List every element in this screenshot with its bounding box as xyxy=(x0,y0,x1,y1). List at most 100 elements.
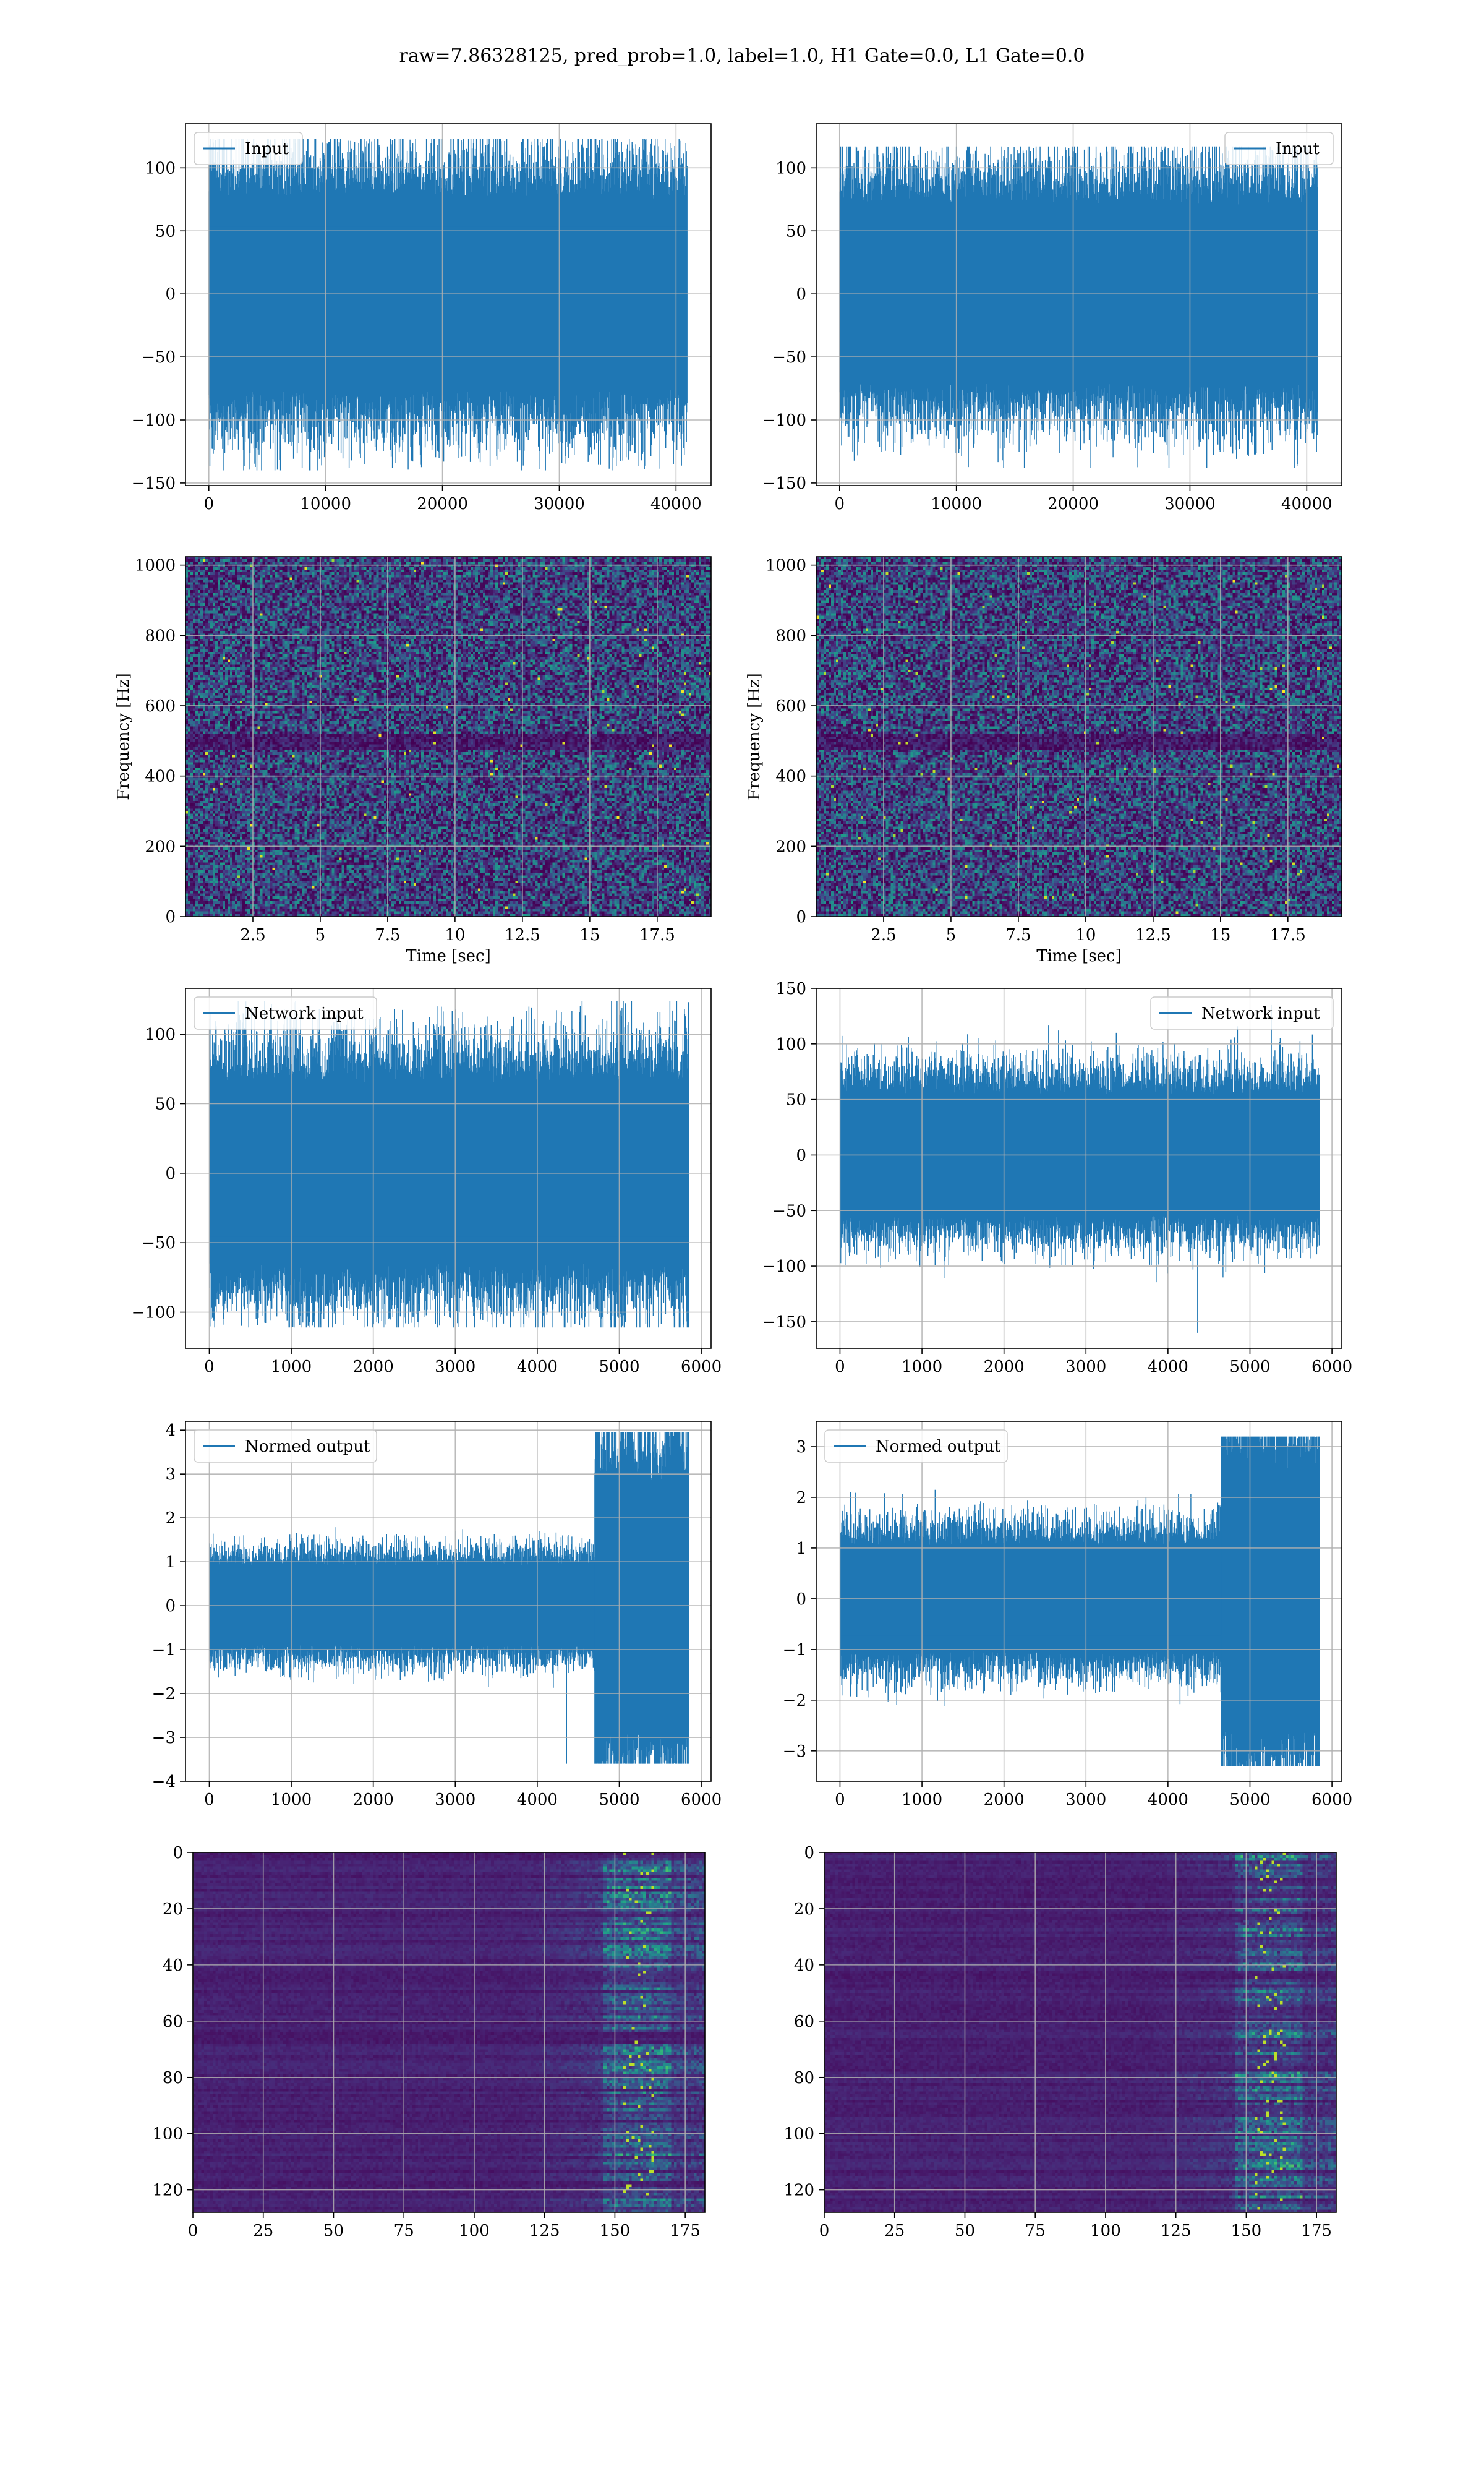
y-tick-label: −2 xyxy=(783,1692,806,1710)
y-tick-label: 200 xyxy=(145,837,176,856)
axes-8: 0 1000 2000 3000 4000 5000 6000 −3 −2 −1 0 1 2 3 Norme… xyxy=(783,1421,1352,1809)
x-tick-label: 30000 xyxy=(534,495,585,513)
legend-label: Network input xyxy=(1201,1004,1320,1023)
x-tick-label: 3000 xyxy=(1065,1358,1106,1376)
y-tick-label: 80 xyxy=(794,2069,814,2087)
axes-frame xyxy=(185,1421,712,1782)
y-tick-label: 400 xyxy=(775,768,806,786)
y-tick-label: 100 xyxy=(145,1025,176,1044)
x-tick-label: 0 xyxy=(819,2222,830,2240)
y-axis-label: Frequency [Hz] xyxy=(745,673,764,800)
x-tick-label: 10000 xyxy=(300,495,351,513)
x-tick-label: 1000 xyxy=(271,1358,312,1376)
x-tick-label: 3000 xyxy=(1065,1791,1106,1809)
x-axis-label: Time [sec] xyxy=(406,947,491,965)
panels: 0 10000 20000 30000 40000−150−100−50050100In… xyxy=(114,123,1352,2240)
x-tick-label: 50 xyxy=(323,2222,344,2240)
axes-10: 0 25 50 75 100 125 150 175 0 20 40 60 80 100 120 xyxy=(783,1844,1337,2240)
x-tick-label: 25 xyxy=(884,2222,905,2240)
y-tick-label: 0 xyxy=(796,908,806,927)
y-tick-label: 600 xyxy=(775,697,806,716)
y-tick-label: 0 xyxy=(165,1165,176,1183)
x-tick-label: 40000 xyxy=(650,495,702,513)
axes-1: 0 10000 20000 30000 40000 −150 −100 −50 0 50 100 In… xyxy=(132,123,712,513)
y-tick-label: −50 xyxy=(772,1202,806,1220)
x-tick-label: 15 xyxy=(579,926,600,944)
y-tick-label: 100 xyxy=(775,1035,806,1054)
y-tick-label: −50 xyxy=(142,1234,176,1252)
y-tick-label: 0 xyxy=(165,908,176,927)
y-tick-label: 40 xyxy=(794,1956,814,1975)
legend-box xyxy=(1224,132,1334,165)
y-tick-label: −3 xyxy=(152,1729,176,1747)
y-tick-label: 100 xyxy=(783,2125,814,2144)
x-tick-label: 3000 xyxy=(435,1358,475,1376)
y-tick-label: 50 xyxy=(786,222,806,241)
y-tick-label: 0 xyxy=(796,1590,806,1609)
x-tick-label: 150 xyxy=(1231,2222,1262,2240)
y-tick-label: 20 xyxy=(163,1900,183,1919)
x-tick-label: 10 xyxy=(1075,926,1096,944)
y-tick-label: 800 xyxy=(775,627,806,645)
y-tick-label: 4 xyxy=(165,1421,176,1440)
axes-3: 2.5 5 7.5 10 12.5 15 17.5 0 200 400 600 800 1000 Time… xyxy=(114,556,712,965)
legend-box xyxy=(194,996,377,1030)
y-tick-label: 2 xyxy=(165,1509,176,1528)
x-tick-label: 175 xyxy=(1301,2222,1332,2240)
y-tick-label: −150 xyxy=(762,474,806,493)
legend-label: Normed output xyxy=(876,1437,1001,1456)
y-tick-label: −150 xyxy=(132,474,176,493)
x-tick-label: 5000 xyxy=(599,1358,639,1376)
x-tick-label: 6000 xyxy=(681,1358,722,1376)
y-tick-label: 0 xyxy=(804,1844,814,1862)
x-tick-label: 2000 xyxy=(353,1791,394,1809)
y-tick-label: 0 xyxy=(173,1844,183,1862)
x-tick-label: 50 xyxy=(955,2222,975,2240)
y-tick-label: 0 xyxy=(796,285,806,304)
x-tick-label: 7.5 xyxy=(1005,926,1031,944)
x-tick-label: 2.5 xyxy=(240,926,265,944)
x-tick-label: 75 xyxy=(394,2222,414,2240)
axes-frame xyxy=(824,1852,1337,2213)
x-tick-label: 17.5 xyxy=(1270,926,1306,944)
axes-frame xyxy=(816,556,1342,917)
axes-frame xyxy=(816,988,1342,1349)
x-tick-label: 0 xyxy=(204,1358,215,1376)
x-tick-label: 5000 xyxy=(1229,1358,1270,1376)
y-tick-label: 600 xyxy=(145,697,176,716)
x-tick-label: 5 xyxy=(946,926,957,944)
x-tick-label: 4000 xyxy=(517,1358,558,1376)
y-tick-label: −150 xyxy=(762,1313,806,1332)
y-tick-label: 1000 xyxy=(135,557,176,575)
legend: Normed output xyxy=(194,1429,377,1463)
axes-frame xyxy=(816,1421,1342,1782)
x-tick-label: 40000 xyxy=(1281,495,1333,513)
y-tick-label: −100 xyxy=(762,1257,806,1276)
legend: Network input xyxy=(1150,996,1334,1030)
x-tick-label: 12.5 xyxy=(1135,926,1171,944)
heatmap-image xyxy=(816,557,1342,917)
x-tick-label: 25 xyxy=(253,2222,273,2240)
x-tick-label: 75 xyxy=(1025,2222,1046,2240)
y-tick-label: 50 xyxy=(786,1091,806,1110)
y-tick-label: 50 xyxy=(155,222,176,241)
y-tick-label: 20 xyxy=(794,1900,814,1919)
legend-label: Normed output xyxy=(245,1437,370,1456)
axes-frame xyxy=(816,123,1342,486)
x-tick-label: 2000 xyxy=(984,1791,1025,1809)
legend: Normed output xyxy=(824,1429,1008,1463)
x-tick-label: 20000 xyxy=(417,495,468,513)
y-tick-label: −100 xyxy=(132,411,176,430)
x-tick-label: 6000 xyxy=(1311,1358,1352,1376)
axes-frame xyxy=(192,1852,706,2213)
legend-label: Input xyxy=(245,140,289,158)
y-tick-label: 100 xyxy=(775,159,806,178)
y-tick-label: 80 xyxy=(163,2069,183,2087)
heatmap-image xyxy=(824,1852,1336,2212)
x-tick-label: 0 xyxy=(188,2222,198,2240)
x-axis-label: Time [sec] xyxy=(1036,947,1122,965)
axes-5: 0 1000 2000 3000 4000 5000 6000 −100 −50 0 50 100 Ne… xyxy=(132,988,722,1376)
x-tick-label: 10000 xyxy=(931,495,982,513)
y-tick-label: 60 xyxy=(163,2013,183,2031)
x-tick-label: 5000 xyxy=(1229,1791,1270,1809)
